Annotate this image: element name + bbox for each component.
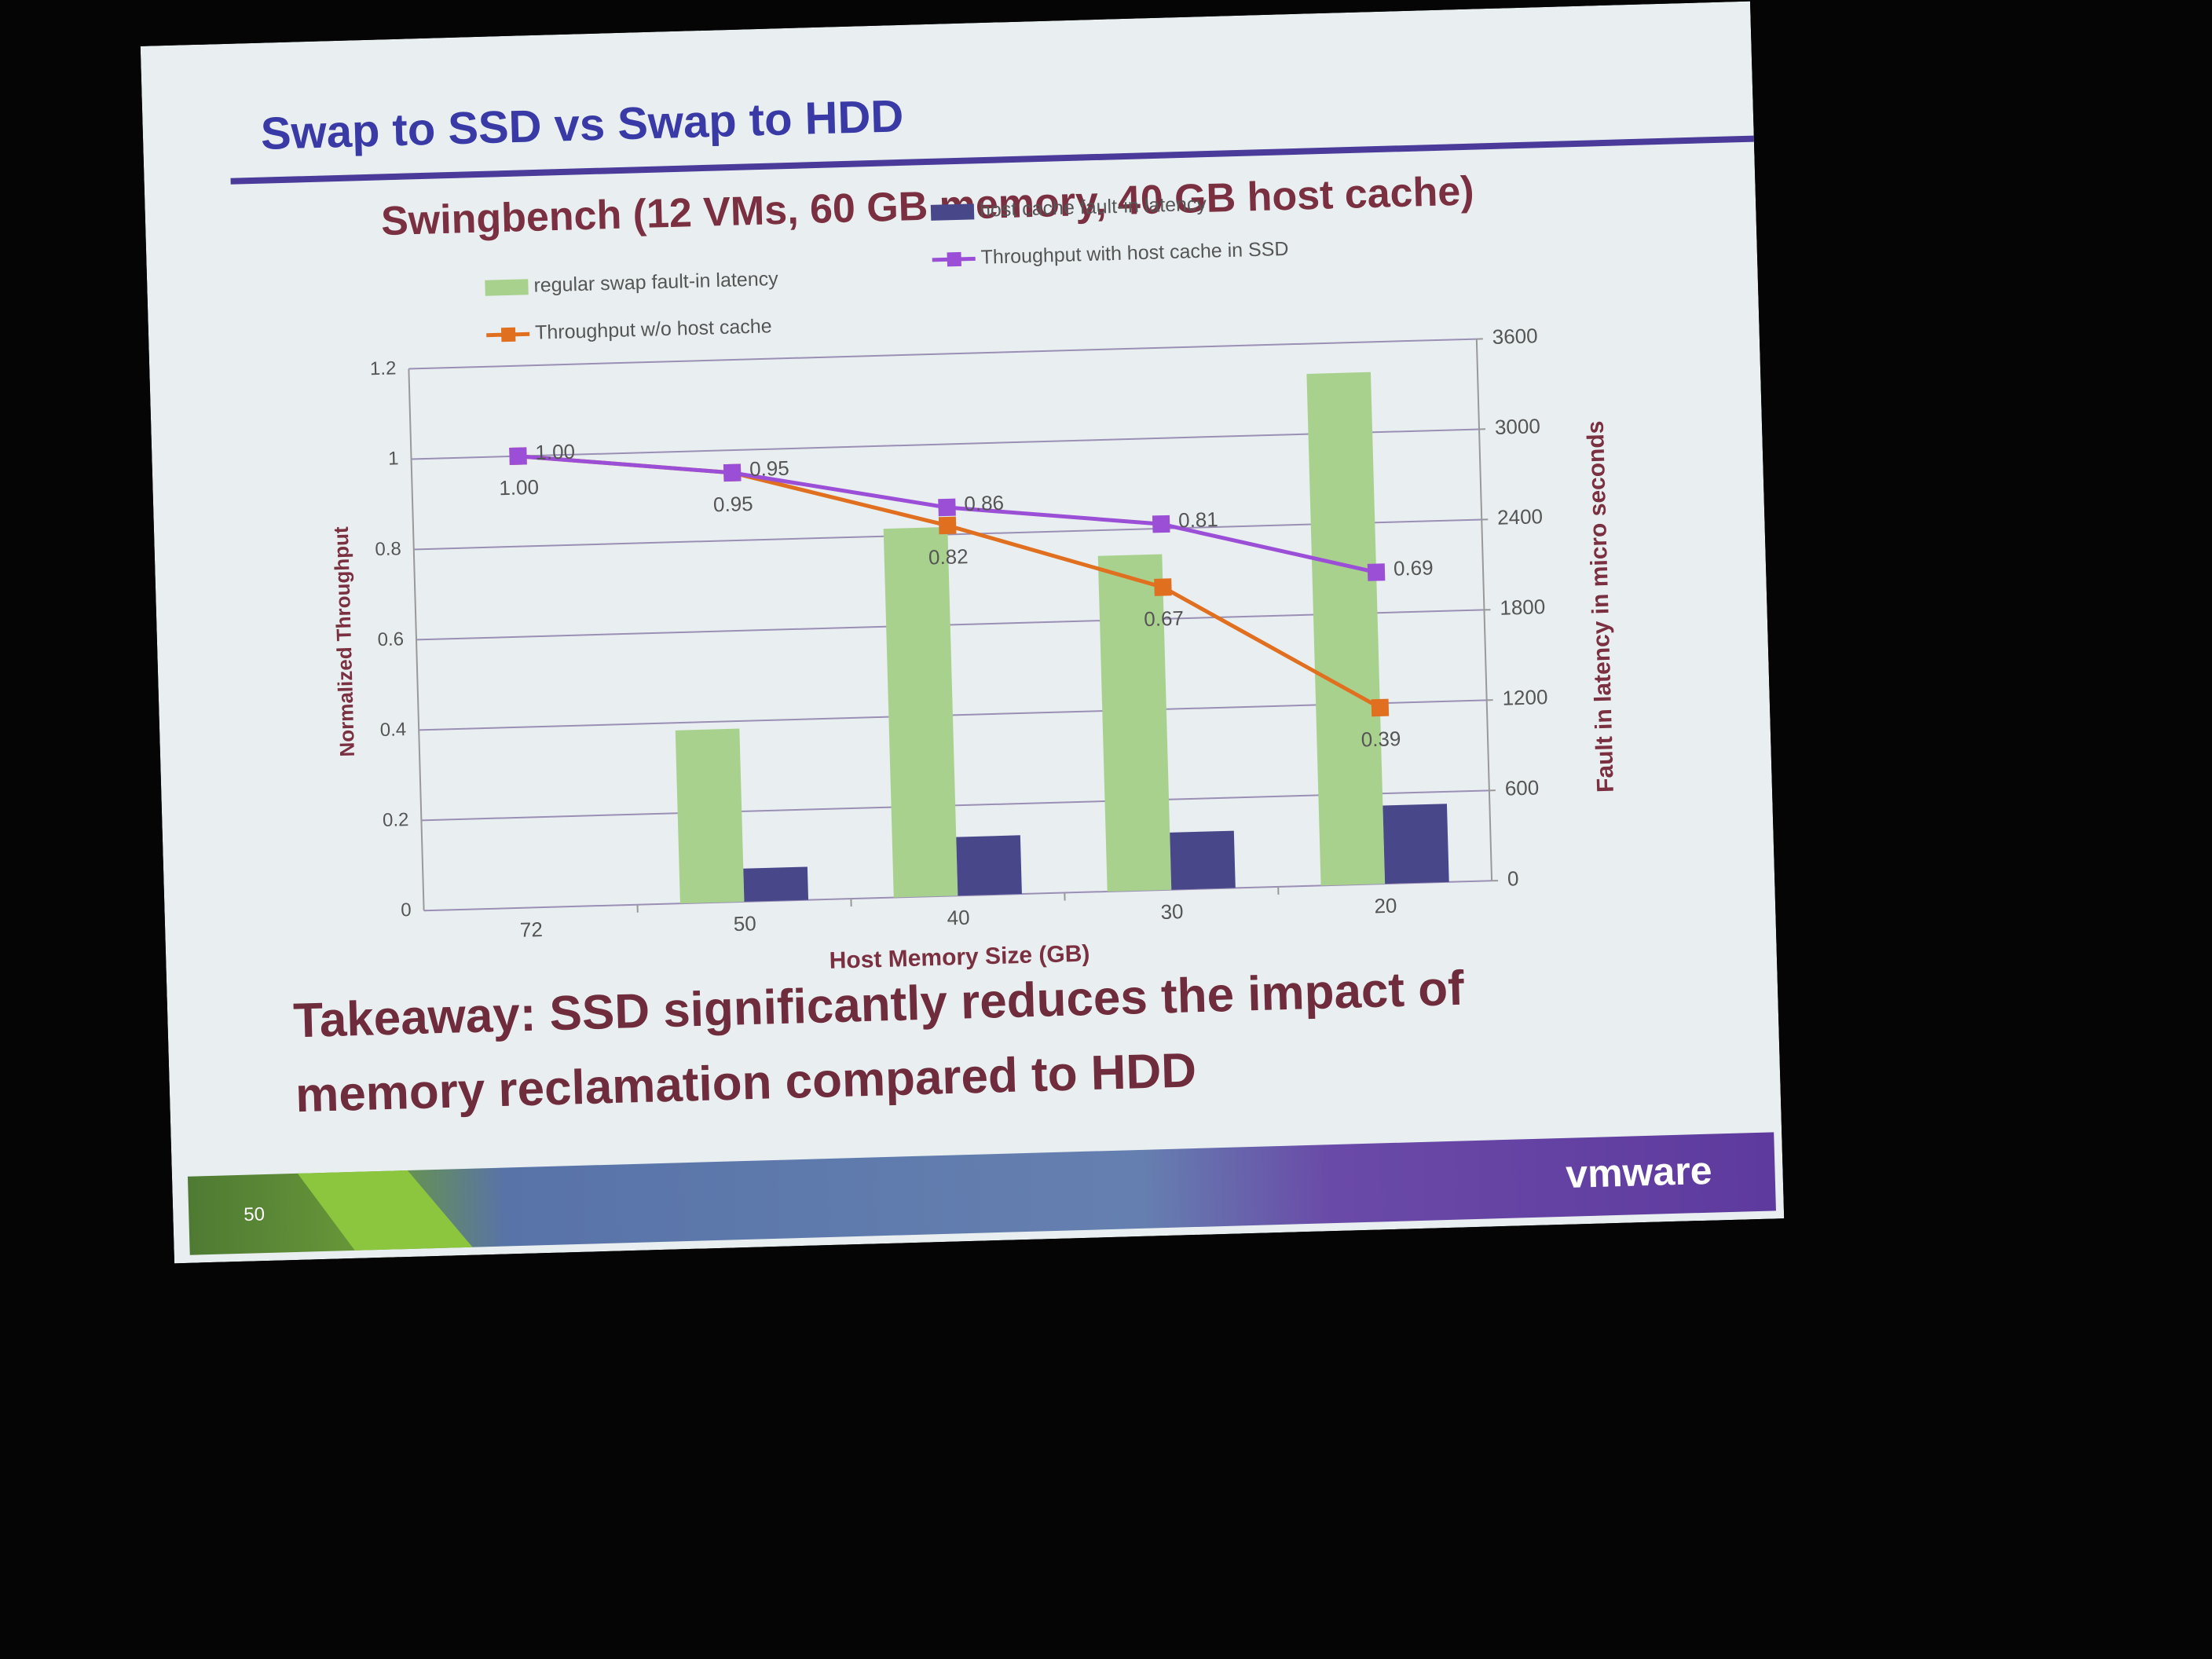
legend-marker	[500, 327, 516, 342]
page-number: 50	[244, 1203, 265, 1225]
x-tick-label: 40	[947, 906, 970, 930]
data-label: 1.00	[535, 440, 575, 464]
line-marker	[1152, 515, 1170, 533]
data-label: 0.82	[928, 544, 969, 569]
bar	[883, 526, 958, 898]
line-marker	[1371, 698, 1390, 717]
line-marker	[1367, 563, 1386, 581]
y-tick-label: 1	[388, 448, 399, 469]
bar	[675, 728, 745, 904]
title-rule	[230, 135, 1754, 185]
y-tick-label: 0.6	[377, 628, 404, 650]
y2-tick-label: 1200	[1502, 685, 1548, 710]
data-label: 0.86	[964, 491, 1004, 515]
line-marker	[723, 463, 742, 482]
y2-tick-label: 600	[1504, 775, 1539, 800]
y-tick-label: 1.2	[370, 357, 397, 379]
bar	[956, 835, 1022, 896]
data-label: 0.81	[1178, 507, 1218, 532]
data-label: 0.39	[1361, 727, 1401, 751]
y-tick-label: 0.8	[375, 538, 401, 560]
y-axis	[408, 368, 425, 911]
x-tick-label: 72	[519, 917, 543, 942]
x-tick-label: 50	[733, 911, 756, 936]
data-label: 0.69	[1393, 555, 1434, 580]
line-marker	[1154, 578, 1172, 596]
x-tick-label: 20	[1374, 894, 1397, 918]
y2-tick-label: 3000	[1495, 414, 1541, 439]
x-tick-label: 30	[1160, 899, 1184, 924]
bar	[743, 866, 809, 902]
data-label: 1.00	[499, 475, 539, 500]
y2-axis	[1475, 339, 1493, 881]
grid-line	[411, 428, 1480, 460]
y2-tick-label: 3600	[1492, 324, 1538, 349]
footer-accent	[297, 1170, 473, 1251]
y2-tick-label: 0	[1507, 866, 1519, 890]
y2-tick-label: 2400	[1497, 504, 1544, 529]
y2-tick-label: 1800	[1500, 595, 1546, 620]
data-label: 0.95	[713, 492, 753, 516]
slide-canvas: Swap to SSD vs Swap to HDD Swingbench (1…	[140, 1, 1785, 1264]
bar	[1170, 830, 1236, 890]
y-tick-label: 0.2	[383, 809, 409, 831]
line-marker	[938, 498, 956, 517]
line-marker	[938, 516, 957, 535]
data-label: 0.67	[1144, 606, 1184, 631]
bar	[1382, 804, 1449, 884]
legend-swatch	[930, 203, 975, 221]
bar	[1306, 372, 1386, 886]
legend-swatch	[485, 279, 529, 296]
line-marker	[509, 447, 527, 466]
grid-line	[416, 609, 1485, 641]
slide-background	[140, 1, 1785, 1264]
legend-marker	[947, 251, 961, 267]
logo: vmware	[1566, 1148, 1713, 1196]
grid-line	[408, 338, 1477, 370]
y-tick-label: 0	[401, 899, 412, 921]
slide: Swap to SSD vs Swap to HDD Swingbench (1…	[140, 1, 1785, 1264]
data-label: 0.95	[749, 456, 789, 481]
y-tick-label: 0.4	[379, 719, 406, 741]
footer-band	[187, 1132, 1776, 1255]
bar	[1097, 554, 1172, 892]
